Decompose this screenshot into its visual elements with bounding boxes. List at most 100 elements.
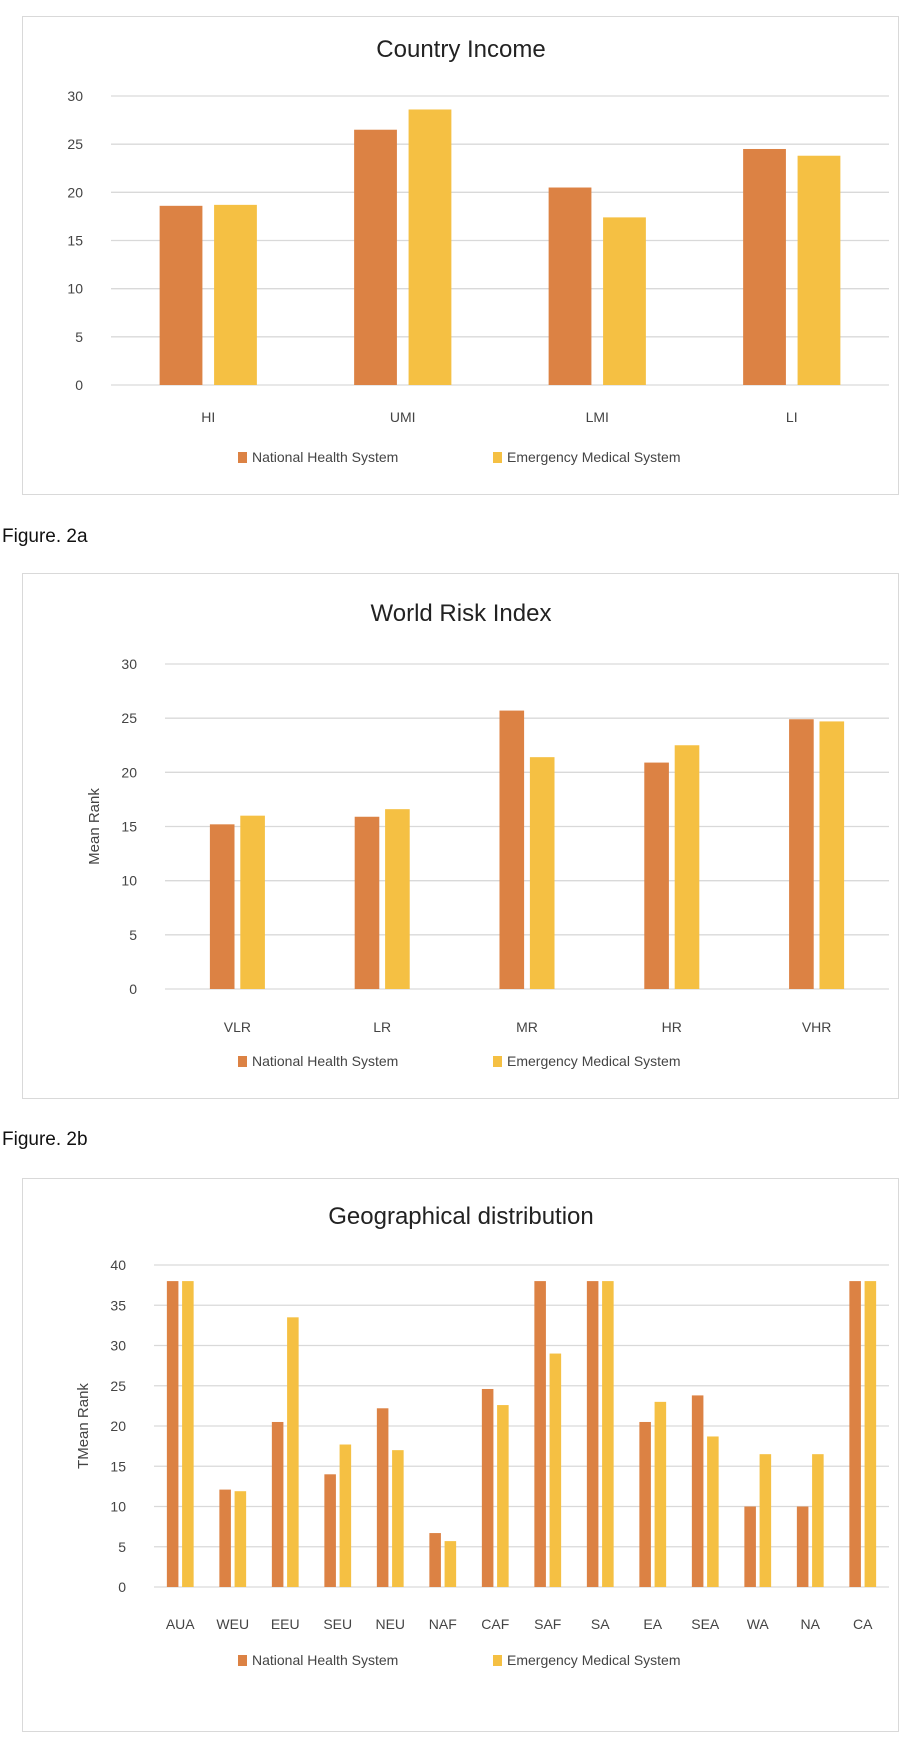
bar-emergency-naf bbox=[444, 1541, 457, 1587]
y-tick-label: 20 bbox=[67, 184, 83, 200]
y-tick-label: 25 bbox=[67, 136, 83, 152]
y-tick-label: 5 bbox=[129, 927, 137, 943]
bar-emergency-umi bbox=[408, 109, 452, 385]
x-tick-label: NAF bbox=[429, 1616, 457, 1632]
y-tick-label: 10 bbox=[67, 281, 83, 297]
y-tick-label: 30 bbox=[110, 1338, 126, 1354]
bar-national-na bbox=[796, 1506, 809, 1587]
y-tick-label: 10 bbox=[110, 1499, 126, 1515]
y-tick-label: 5 bbox=[75, 329, 83, 345]
x-tick-label: VHR bbox=[802, 1019, 832, 1035]
bar-emergency-caf bbox=[497, 1405, 509, 1587]
y-axis-label: TMean Rank bbox=[75, 1383, 92, 1469]
y-tick-label: 20 bbox=[121, 764, 137, 780]
legend-label: National Health System bbox=[252, 1053, 398, 1069]
bar-emergency-na bbox=[812, 1454, 824, 1587]
bar-emergency-hr bbox=[674, 745, 700, 989]
bar-emergency-ea bbox=[654, 1401, 667, 1587]
bar-emergency-aua bbox=[182, 1281, 194, 1587]
bar-emergency-mr bbox=[529, 757, 555, 989]
y-tick-label: 40 bbox=[110, 1257, 126, 1273]
x-tick-label: WA bbox=[747, 1616, 770, 1632]
legend-label: Emergency Medical System bbox=[507, 1053, 681, 1069]
y-tick-label: 25 bbox=[110, 1378, 126, 1394]
bar-national-neu bbox=[376, 1408, 389, 1587]
bar-emergency-saf bbox=[549, 1353, 562, 1587]
x-tick-label: LMI bbox=[586, 409, 609, 425]
x-tick-label: UMI bbox=[390, 409, 416, 425]
bar-national-seu bbox=[324, 1474, 336, 1587]
bar-emergency-sea bbox=[707, 1436, 719, 1587]
x-tick-label: NA bbox=[801, 1616, 821, 1632]
y-tick-label: 0 bbox=[129, 981, 137, 997]
bar-emergency-ca bbox=[864, 1281, 877, 1587]
chart-title: Country Income bbox=[376, 36, 545, 63]
bar-emergency-seu bbox=[339, 1444, 352, 1587]
y-tick-label: 20 bbox=[110, 1418, 126, 1434]
bar-national-saf bbox=[534, 1281, 546, 1587]
bar-national-vhr bbox=[789, 719, 814, 989]
bar-national-aua bbox=[166, 1281, 179, 1587]
x-tick-label: MR bbox=[516, 1019, 538, 1035]
y-tick-label: 15 bbox=[121, 819, 137, 835]
y-tick-label: 35 bbox=[110, 1297, 126, 1313]
chart-world-risk-index: World Risk Index 0 5 10 15 20 25 30 Mean Rank VLR… bbox=[22, 573, 899, 1099]
bar-national-sa bbox=[586, 1281, 599, 1587]
x-tick-label: EEU bbox=[271, 1616, 300, 1632]
figure-label-2b: Figure. 2b bbox=[2, 1129, 88, 1150]
bar-emergency-wa bbox=[759, 1454, 772, 1587]
x-tick-label: SA bbox=[591, 1616, 610, 1632]
x-tick-label: EA bbox=[643, 1616, 662, 1632]
bar-emergency-eeu bbox=[287, 1317, 299, 1587]
legend-label: National Health System bbox=[252, 449, 398, 465]
legend-swatch bbox=[493, 1056, 502, 1067]
bar-emergency-lr bbox=[385, 809, 410, 989]
bar-national-weu bbox=[219, 1489, 231, 1587]
legend-swatch bbox=[238, 1056, 247, 1067]
legend-swatch bbox=[238, 1655, 247, 1666]
bar-national-naf bbox=[429, 1533, 441, 1587]
bar-emergency-vhr bbox=[819, 721, 845, 989]
x-tick-label: LR bbox=[373, 1019, 391, 1035]
bar-emergency-hi bbox=[214, 204, 257, 385]
x-tick-label: NEU bbox=[375, 1616, 405, 1632]
chart-title: Geographical distribution bbox=[328, 1203, 594, 1230]
bar-national-sea bbox=[691, 1395, 704, 1587]
bar-national-mr bbox=[499, 710, 525, 989]
legend-swatch bbox=[493, 1655, 502, 1666]
bar-national-lr bbox=[354, 816, 380, 989]
bar-national-umi bbox=[354, 129, 397, 385]
bar-national-ca bbox=[849, 1281, 861, 1587]
legend-swatch bbox=[493, 452, 502, 463]
legend-swatch bbox=[238, 452, 247, 463]
y-tick-label: 30 bbox=[121, 656, 137, 672]
x-tick-label: SEU bbox=[323, 1616, 352, 1632]
bar-national-li bbox=[743, 148, 786, 385]
x-tick-label: SAF bbox=[534, 1616, 561, 1632]
bar-national-vlr bbox=[209, 824, 235, 989]
bar-national-eeu bbox=[271, 1421, 284, 1587]
bar-national-wa bbox=[744, 1506, 756, 1587]
y-tick-label: 0 bbox=[118, 1579, 126, 1595]
legend-label: Emergency Medical System bbox=[507, 449, 681, 465]
x-tick-label: SEA bbox=[691, 1616, 720, 1632]
y-tick-label: 25 bbox=[121, 710, 137, 726]
bar-national-ea bbox=[639, 1421, 651, 1587]
y-tick-label: 15 bbox=[110, 1458, 126, 1474]
y-axis-label: Mean Rank bbox=[86, 788, 103, 865]
y-tick-label: 0 bbox=[75, 377, 83, 393]
y-tick-label: 30 bbox=[67, 88, 83, 104]
figure-label-2a: Figure. 2a bbox=[2, 526, 88, 547]
x-tick-label: HI bbox=[201, 409, 215, 425]
y-tick-label: 10 bbox=[121, 873, 137, 889]
chart-country-income: Country Income 0 5 10 15 20 25 30 HI UMI LMI LI Nati… bbox=[22, 16, 899, 495]
x-tick-label: CAF bbox=[481, 1616, 509, 1632]
bar-emergency-vlr bbox=[240, 815, 265, 989]
y-tick-label: 15 bbox=[67, 233, 83, 249]
legend-label: Emergency Medical System bbox=[507, 1652, 681, 1668]
bar-emergency-li bbox=[797, 155, 841, 385]
x-tick-label: CA bbox=[853, 1616, 873, 1632]
chart-svg: World Risk Index 0 5 10 15 20 25 30 Mean Rank VLR… bbox=[86, 600, 889, 1069]
chart-title: World Risk Index bbox=[371, 600, 552, 627]
x-tick-label: VLR bbox=[224, 1019, 251, 1035]
